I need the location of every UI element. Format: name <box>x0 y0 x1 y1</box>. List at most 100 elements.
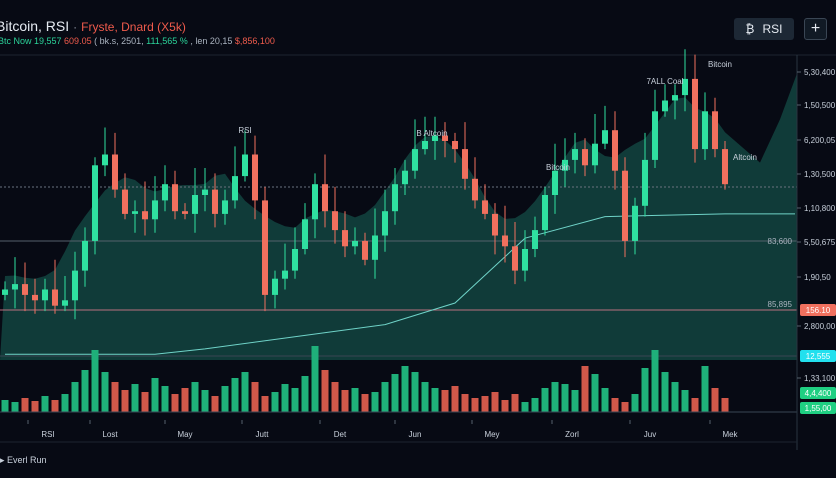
volume-bar <box>671 382 679 412</box>
stat-1: 609.05 <box>64 36 95 46</box>
candle-up <box>242 154 248 177</box>
volume-bar <box>521 402 529 412</box>
volume-bar <box>131 384 139 412</box>
title-subtitle: Fryste, Dnard (X5k) <box>81 20 186 34</box>
candle-down <box>622 170 628 241</box>
volume-bar <box>181 388 189 412</box>
stat-5: $,856,100 <box>234 36 275 46</box>
chart-title: Bitcoin, RSI · Fryste, Dnard (X5k) <box>0 18 186 34</box>
candle-down <box>442 135 448 141</box>
price-label: 5,30,400 <box>804 68 836 77</box>
volume-bar <box>411 372 419 412</box>
volume-bar <box>271 392 279 412</box>
volume-bar <box>701 366 709 412</box>
volume-bar <box>681 390 689 412</box>
volume-bar <box>601 388 609 412</box>
candle-down <box>512 246 518 271</box>
annotation: 7ALL Coal <box>646 77 683 86</box>
time-label: RSI <box>41 430 54 439</box>
price-label: 1,90,50 <box>804 273 831 282</box>
volume-bar <box>691 398 699 412</box>
volume-bar <box>331 382 339 412</box>
candle-up <box>202 189 208 195</box>
plus-icon: + <box>810 20 821 37</box>
candle-down <box>262 200 268 295</box>
candle-down <box>112 154 118 190</box>
candle-up <box>562 159 568 171</box>
volume-bar <box>561 384 569 412</box>
volume-bar <box>391 374 399 412</box>
candle-down <box>252 154 258 201</box>
candle-up <box>302 219 308 249</box>
add-indicator-button[interactable]: + <box>804 18 827 40</box>
volume-bar <box>141 392 149 412</box>
candle-up <box>552 170 558 195</box>
candle-down <box>582 149 588 166</box>
volume-bar <box>41 396 49 412</box>
area-band <box>0 73 797 360</box>
candle-down <box>472 178 478 201</box>
candle-up <box>292 249 298 271</box>
volume-bar <box>511 394 519 412</box>
candle-up <box>542 195 548 231</box>
volume-bar <box>171 394 179 412</box>
candle-up <box>522 249 528 271</box>
candle-up <box>702 111 708 150</box>
moving-average-line <box>5 213 795 355</box>
candle-up <box>432 135 438 141</box>
volume-bar <box>101 372 109 412</box>
volume-bar <box>231 378 239 412</box>
volume-bar <box>661 372 669 412</box>
volume-bar <box>461 394 469 412</box>
volume-bar <box>221 386 229 412</box>
volume-bar <box>241 372 249 412</box>
candle-down <box>22 284 28 295</box>
candle-up <box>642 159 648 206</box>
footer-label: Everl Run <box>7 455 47 465</box>
volume-bar <box>551 382 559 412</box>
candle-up <box>232 176 238 201</box>
volume-bar <box>191 382 199 412</box>
candle-up <box>82 240 88 271</box>
ohlc-stats: Btc Now 19,557 609.05 ( bk.s, 2501, 111,… <box>0 36 275 46</box>
time-label: Det <box>334 430 347 439</box>
candle-up <box>282 270 288 279</box>
volume-bar <box>581 366 589 412</box>
volume-bar <box>31 401 39 412</box>
volume-bar <box>121 390 129 412</box>
candle-up <box>72 270 78 301</box>
candle-down <box>142 211 148 220</box>
candle-up <box>62 300 68 306</box>
price-label: 1,30,500 <box>804 170 836 179</box>
annotation: RSI <box>238 126 251 135</box>
price-label: 6,200,05 <box>804 136 836 145</box>
title-separator: · <box>73 20 78 34</box>
volume-bar <box>531 398 539 412</box>
price-badge-text: 156.10 <box>806 306 831 315</box>
rsi-label: RSI <box>762 22 783 36</box>
volume-bar <box>51 400 59 412</box>
candle-down <box>32 294 38 301</box>
candle-up <box>382 211 388 236</box>
candle-up <box>162 184 168 201</box>
stat-2: ( bk.s, 2501, <box>94 36 147 46</box>
stat-4: , len 20,15 <box>190 36 235 46</box>
candle-down <box>122 189 128 214</box>
volume-bar <box>591 374 599 412</box>
price-badge <box>800 350 836 362</box>
candle-up <box>602 130 608 144</box>
candle-down <box>182 211 188 214</box>
volume-bar <box>711 388 719 412</box>
candle-down <box>452 141 458 150</box>
candle-up <box>2 289 8 295</box>
volume-bar <box>651 350 659 412</box>
candle-up <box>222 200 228 214</box>
volume-bar <box>491 392 499 412</box>
rsi-button[interactable]: ₿ RSI <box>734 18 794 40</box>
candle-up <box>272 278 278 295</box>
price-label: 1,10,800 <box>804 204 836 213</box>
price-chart[interactable]: 83,600 85,895 RSI B Altcoin Bitcoin 7ALL Coal… <box>0 0 836 450</box>
price-badge <box>800 304 836 316</box>
volume-bar <box>431 388 439 412</box>
candle-down <box>322 184 328 212</box>
